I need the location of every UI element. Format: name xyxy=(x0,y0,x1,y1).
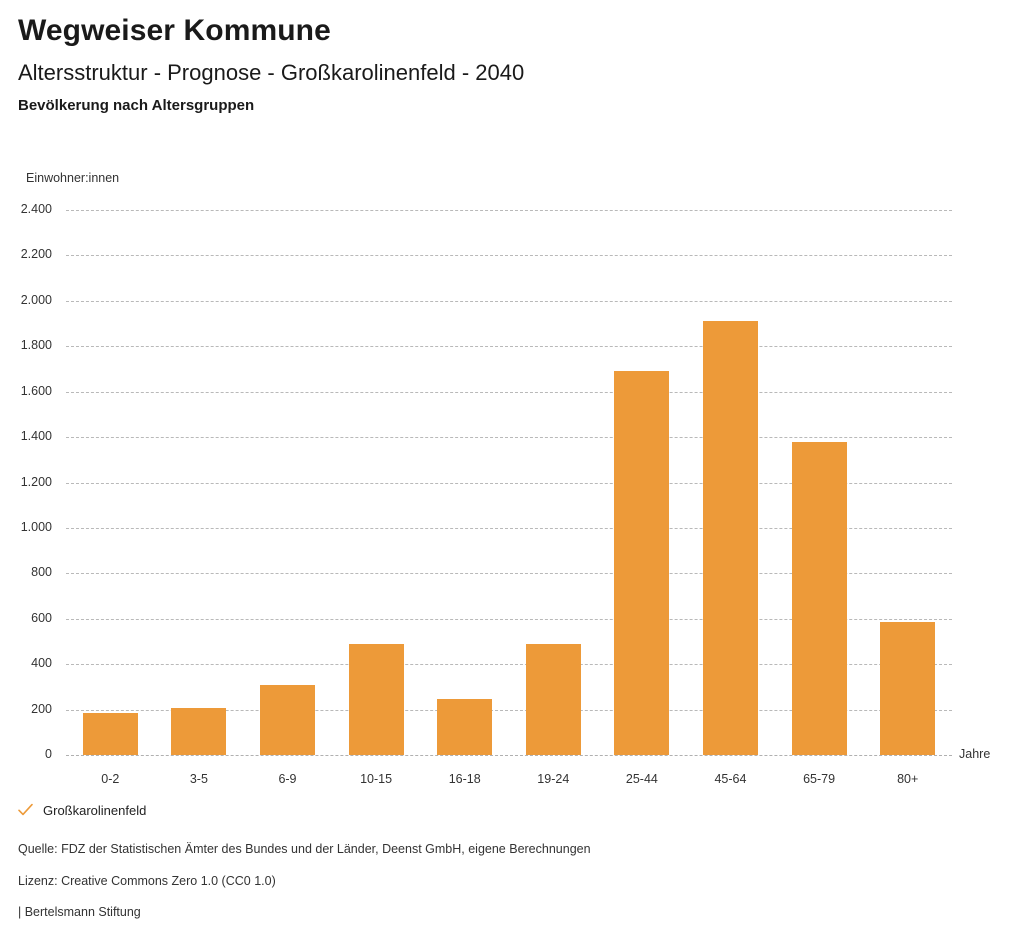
gridline xyxy=(66,573,952,575)
gridline xyxy=(66,664,952,666)
x-axis-tick-label: 3-5 xyxy=(189,772,208,786)
gridline xyxy=(66,709,952,711)
y-axis-tick-label: 2.200 xyxy=(20,247,52,262)
y-axis-tick-label: 400 xyxy=(31,656,52,671)
x-axis-tick-label: 6-9 xyxy=(278,772,297,786)
x-axis-tick-label: 25-44 xyxy=(625,772,658,786)
y-axis-tick-label: 1.200 xyxy=(20,474,52,489)
x-axis-tick-label: 10-15 xyxy=(360,772,393,786)
bar-0-2[interactable] xyxy=(82,713,138,755)
chart-subtitle: Bevölkerung nach Altersgruppen xyxy=(18,96,255,114)
bar-45-64[interactable] xyxy=(703,321,758,755)
chart-title: Altersstruktur - Prognose - Großkaroline… xyxy=(18,59,525,85)
gridline xyxy=(66,346,952,348)
y-axis-tick-label: 200 xyxy=(31,701,52,716)
plot-area: 0 200 400 600 800 1.000 1.200 1.400 1.600 1.800 2.… xyxy=(21,202,952,786)
gridline xyxy=(66,210,952,211)
bar-65-79[interactable] xyxy=(791,441,847,755)
y-axis-tick-label: 1.600 xyxy=(20,383,52,398)
x-axis-title: Jahre xyxy=(959,747,991,761)
bar-3-5[interactable] xyxy=(171,708,227,755)
x-axis-tick-label: 65-79 xyxy=(803,772,836,786)
gridline xyxy=(66,755,952,756)
bar-10-15[interactable] xyxy=(348,643,404,755)
y-axis-tick-label: 1.400 xyxy=(20,429,52,444)
legend-item-label: Großkarolinenfeld xyxy=(43,802,147,818)
publisher-note: | Bertelsmann Stiftung xyxy=(18,905,141,919)
bar-16-18[interactable] xyxy=(437,699,493,755)
bar-6-9[interactable] xyxy=(260,684,315,755)
license-note: Lizenz: Creative Commons Zero 1.0 (CC0 1… xyxy=(18,873,276,888)
bar-19-24[interactable] xyxy=(525,643,581,755)
source-note: Quelle: FDZ der Statistischen Ämter des … xyxy=(18,842,591,856)
bar-80+[interactable] xyxy=(880,622,936,755)
x-axis-tick-label: 80+ xyxy=(897,772,919,786)
legend[interactable]: Großkarolinenfeld xyxy=(18,803,146,817)
x-axis-tick-label: 45-64 xyxy=(714,772,747,786)
x-axis-tick-label: 19-24 xyxy=(537,772,570,786)
app-title: Wegweiser Kommune xyxy=(18,14,331,47)
check-icon xyxy=(18,803,33,817)
x-axis-tick-label: 16-18 xyxy=(448,772,481,786)
gridline xyxy=(66,618,952,620)
y-axis-tick-label: 1.800 xyxy=(20,338,52,353)
y-axis-tick-label: 0 xyxy=(45,747,52,761)
chart-footer: Quelle: FDZ der Statistischen Ämter des … xyxy=(18,843,998,919)
y-axis-tick-label: 2.000 xyxy=(20,292,52,307)
gridline xyxy=(66,255,952,257)
gridline xyxy=(66,482,952,484)
y-axis-tick-label: 800 xyxy=(31,565,52,580)
bar-chart: Einwohner:innen Jahre 0 200 400 600 800 1.000… xyxy=(21,171,991,786)
gridline xyxy=(66,391,952,393)
gridline xyxy=(66,437,952,439)
bar-25-44[interactable] xyxy=(614,371,670,755)
gridline xyxy=(66,527,952,529)
y-axis-tick-label: 600 xyxy=(31,610,52,625)
gridline xyxy=(66,300,952,302)
y-axis-tick-label: 1.000 xyxy=(20,519,52,534)
y-axis-title: Einwohner:innen xyxy=(26,171,120,185)
chart-header: Wegweiser Kommune Altersstruktur - Progn… xyxy=(18,14,1008,114)
x-axis-tick-label: 0-2 xyxy=(101,772,120,786)
y-axis-tick-label: 2.400 xyxy=(20,202,52,216)
